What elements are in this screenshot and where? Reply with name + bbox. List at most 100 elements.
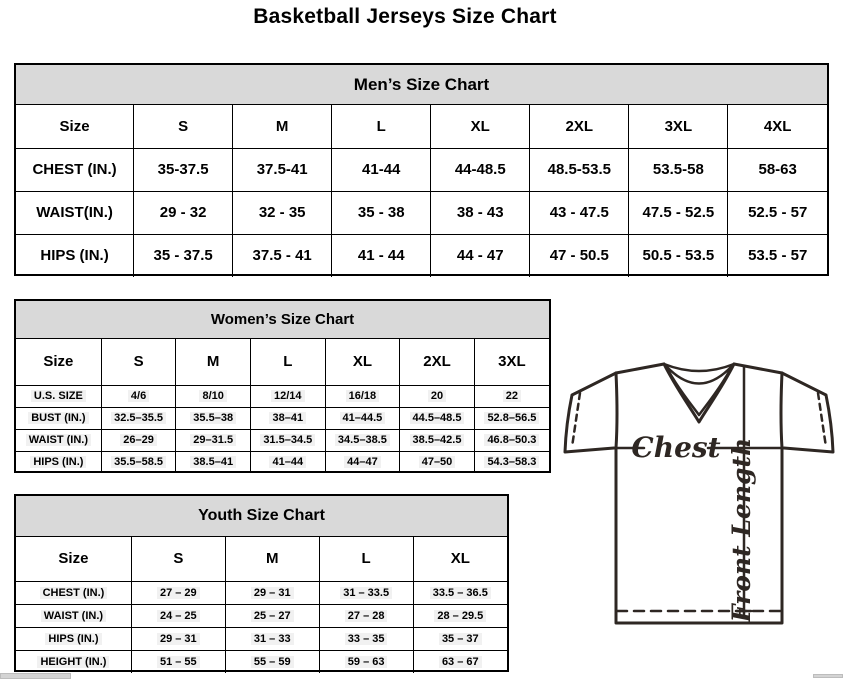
cell-text: CHEST (IN.) [39, 586, 108, 599]
cell-text: HIPS (IN.) [45, 632, 102, 645]
size-value-cell: 4/6 [100, 384, 177, 408]
cell-text: 20 [427, 390, 447, 402]
horizontal-scrollbar-left-fragment[interactable] [0, 673, 71, 679]
cell-text: 47–50 [418, 456, 456, 469]
size-value-cell: 22 [473, 384, 549, 408]
column-header: M [232, 105, 333, 149]
row-label: WAIST (IN.) [16, 603, 132, 628]
size-value-cell: 44–47 [324, 450, 401, 473]
youth-header-row: Size S M L XL [16, 537, 507, 582]
column-header: Size [16, 339, 102, 386]
cell-text: U.S. SIZE [30, 390, 86, 402]
size-value-cell: 47.5 - 52.5 [628, 190, 729, 235]
cell-text: 59 – 63 [344, 655, 388, 668]
size-value-cell: 35-37.5 [133, 147, 234, 192]
cell-text: 55 – 59 [250, 655, 294, 668]
cell-text: 26–29 [120, 434, 157, 446]
size-value-cell: 43 - 47.5 [529, 190, 630, 235]
table-row: HIPS (IN.) 35.5–58.5 38.5–41 41–44 44–47 47–5… [16, 450, 549, 473]
jersey-measurement-diagram: Chest Front Length [556, 356, 843, 642]
left-cuff-dashed-line [570, 391, 582, 449]
size-value-cell: 41–44.5 [324, 406, 401, 430]
size-value-cell: 48.5-53.5 [529, 147, 630, 192]
size-value-cell: 47–50 [399, 450, 475, 473]
jersey-diagram-svg: Chest Front Length [563, 362, 835, 625]
mens-table-grid: Size S M L XL 2XL 3XL 4XL CHEST (IN.) 35-37.5 37.… [16, 105, 827, 277]
cell-text: 38–41 [269, 412, 307, 424]
cell-text: 31 – 33.5 [340, 586, 393, 599]
womens-table-grid: Size S M L XL 2XL 3XL U.S. SIZE 4/6 8/10 12/14 16/… [16, 339, 549, 473]
size-value-cell: 58-63 [727, 147, 827, 192]
column-header: M [224, 537, 320, 582]
cell-text: 28 – 29.5 [434, 609, 487, 622]
front-length-label: Front Length [727, 438, 756, 623]
size-value-cell: 37.5 - 41 [232, 233, 333, 277]
cell-text: 44–47 [344, 456, 381, 469]
size-value-cell: 31.5–34.5 [249, 428, 326, 452]
size-value-cell: 38–41 [249, 406, 326, 430]
size-value-cell: 24 – 25 [130, 603, 226, 628]
cell-text: 31 – 33 [250, 632, 294, 645]
cell-text: 35 – 37 [438, 632, 482, 645]
cell-text: 51 – 55 [156, 655, 200, 668]
size-value-cell: 53.5 - 57 [727, 233, 827, 277]
size-value-cell: 37.5-41 [232, 147, 333, 192]
size-value-cell: 16/18 [324, 384, 401, 408]
column-header: 3XL [473, 339, 549, 386]
size-value-cell: 54.3–58.3 [473, 450, 549, 473]
womens-header-row: Size S M L XL 2XL 3XL [16, 339, 549, 386]
size-value-cell: 44 - 47 [430, 233, 531, 277]
cell-text: 25 – 27 [250, 609, 294, 622]
cell-text: 22 [502, 390, 522, 402]
size-value-cell: 35 – 37 [412, 626, 507, 651]
row-label: CHEST (IN.) [16, 580, 132, 605]
size-value-cell: 33 – 35 [318, 626, 414, 651]
table-row: WAIST (IN.) 24 – 25 25 – 27 27 – 28 28 – 29.… [16, 603, 507, 628]
column-header: S [133, 105, 234, 149]
cell-text: 29 – 31 [156, 632, 200, 645]
size-value-cell: 32.5–35.5 [100, 406, 177, 430]
size-value-cell: 41–44 [249, 450, 326, 473]
cell-text: 29 – 31 [250, 586, 294, 599]
cell-text: 24 – 25 [156, 609, 200, 622]
size-value-cell: 31 – 33 [224, 626, 320, 651]
column-header: Size [16, 537, 132, 582]
size-value-cell: 63 – 67 [412, 649, 507, 673]
size-value-cell: 52.5 - 57 [727, 190, 827, 235]
cell-text: WAIST (IN.) [25, 434, 92, 446]
cell-text: 12/14 [271, 390, 305, 402]
size-value-cell: 28 – 29.5 [412, 603, 507, 628]
cell-text: 31.5–34.5 [260, 434, 316, 446]
cell-text: BUST (IN.) [28, 412, 89, 424]
size-value-cell: 46.8–50.3 [473, 428, 549, 452]
womens-table-title: Women’s Size Chart [16, 301, 549, 339]
table-row: HIPS (IN.) 35 - 37.5 37.5 - 41 41 - 44 44 - … [16, 233, 827, 277]
cell-text: 38.5–42.5 [409, 434, 465, 446]
cell-text: 35.5–58.5 [111, 456, 167, 469]
womens-size-chart-table: Women’s Size Chart Size S M L XL 2XL 3XL U.S. … [14, 299, 551, 473]
horizontal-scrollbar-right-fragment[interactable] [813, 674, 843, 678]
table-row: CHEST (IN.) 27 – 29 29 – 31 31 – 33.5 33.5 –… [16, 580, 507, 605]
column-header: L [249, 339, 326, 386]
column-header: L [318, 537, 414, 582]
cell-text: 44.5–48.5 [409, 412, 465, 424]
youth-table-title: Youth Size Chart [16, 496, 507, 537]
size-value-cell: 47 - 50.5 [529, 233, 630, 277]
cell-text: 29–31.5 [190, 434, 237, 446]
youth-size-chart-table: Youth Size Chart Size S M L XL CHEST (IN.) 27… [14, 494, 509, 673]
column-header: XL [430, 105, 531, 149]
column-header: Size [16, 105, 135, 149]
size-value-cell: 50.5 - 53.5 [628, 233, 729, 277]
row-label: HEIGHT (IN.) [16, 649, 132, 673]
right-cuff-dashed-line [816, 391, 828, 449]
size-value-cell: 35 - 38 [331, 190, 432, 235]
size-value-cell: 8/10 [175, 384, 251, 408]
size-value-cell: 29 - 32 [133, 190, 234, 235]
cell-text: 16/18 [345, 390, 380, 402]
cell-text: 63 – 67 [438, 655, 482, 668]
row-label: BUST (IN.) [16, 406, 102, 430]
cell-text: 34.5–38.5 [334, 434, 390, 446]
cell-text: 27 – 29 [156, 586, 200, 599]
size-value-cell: 44.5–48.5 [399, 406, 475, 430]
column-header: 2XL [399, 339, 475, 386]
